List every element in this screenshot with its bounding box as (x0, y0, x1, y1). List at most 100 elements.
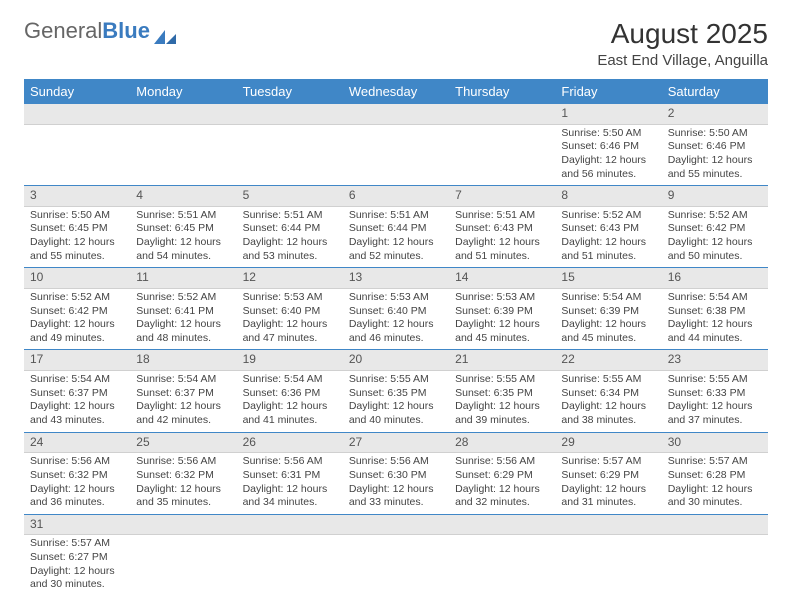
day-content: Sunrise: 5:52 AMSunset: 6:43 PMDaylight:… (555, 207, 661, 268)
day-content: Sunrise: 5:57 AMSunset: 6:27 PMDaylight:… (24, 535, 130, 596)
day-number: 5 (237, 186, 343, 207)
sunrise-text: Sunrise: 5:57 AM (668, 455, 762, 469)
sunrise-text: Sunrise: 5:55 AM (455, 373, 549, 387)
sunset-text: Sunset: 6:28 PM (668, 469, 762, 483)
day-content: Sunrise: 5:55 AMSunset: 6:33 PMDaylight:… (662, 371, 768, 432)
sunrise-text: Sunrise: 5:50 AM (30, 209, 124, 223)
calendar-cell: 21Sunrise: 5:55 AMSunset: 6:35 PMDayligh… (449, 350, 555, 432)
sunrise-text: Sunrise: 5:57 AM (30, 537, 124, 551)
sunrise-text: Sunrise: 5:50 AM (668, 127, 762, 141)
calendar-cell: 10Sunrise: 5:52 AMSunset: 6:42 PMDayligh… (24, 268, 130, 350)
daylight-text: Daylight: 12 hours and 40 minutes. (349, 400, 443, 427)
sunset-text: Sunset: 6:36 PM (243, 387, 337, 401)
sunrise-text: Sunrise: 5:56 AM (243, 455, 337, 469)
day-content: Sunrise: 5:51 AMSunset: 6:44 PMDaylight:… (343, 207, 449, 268)
sunset-text: Sunset: 6:32 PM (30, 469, 124, 483)
sail-icon (154, 24, 176, 38)
calendar-cell: 28Sunrise: 5:56 AMSunset: 6:29 PMDayligh… (449, 432, 555, 514)
calendar-week-row: 17Sunrise: 5:54 AMSunset: 6:37 PMDayligh… (24, 350, 768, 432)
daylight-text: Daylight: 12 hours and 45 minutes. (455, 318, 549, 345)
daylight-text: Daylight: 12 hours and 56 minutes. (561, 154, 655, 181)
sunrise-text: Sunrise: 5:55 AM (561, 373, 655, 387)
day-content: Sunrise: 5:51 AMSunset: 6:43 PMDaylight:… (449, 207, 555, 268)
sunrise-text: Sunrise: 5:53 AM (455, 291, 549, 305)
sunrise-text: Sunrise: 5:53 AM (349, 291, 443, 305)
day-number (237, 515, 343, 536)
day-content: Sunrise: 5:51 AMSunset: 6:44 PMDaylight:… (237, 207, 343, 268)
daylight-text: Daylight: 12 hours and 55 minutes. (668, 154, 762, 181)
daylight-text: Daylight: 12 hours and 42 minutes. (136, 400, 230, 427)
day-content: Sunrise: 5:54 AMSunset: 6:38 PMDaylight:… (662, 289, 768, 350)
logo: GeneralBlue (24, 18, 176, 44)
day-number (662, 515, 768, 536)
sunrise-text: Sunrise: 5:54 AM (668, 291, 762, 305)
day-number: 8 (555, 186, 661, 207)
day-number (449, 104, 555, 125)
calendar-cell: 2Sunrise: 5:50 AMSunset: 6:46 PMDaylight… (662, 104, 768, 186)
sunset-text: Sunset: 6:34 PM (561, 387, 655, 401)
sunrise-text: Sunrise: 5:51 AM (455, 209, 549, 223)
day-number: 10 (24, 268, 130, 289)
daylight-text: Daylight: 12 hours and 41 minutes. (243, 400, 337, 427)
day-number: 31 (24, 515, 130, 536)
sunset-text: Sunset: 6:41 PM (136, 305, 230, 319)
day-header: Wednesday (343, 79, 449, 104)
day-number (130, 104, 236, 125)
day-number: 30 (662, 433, 768, 454)
sunrise-text: Sunrise: 5:52 AM (30, 291, 124, 305)
daylight-text: Daylight: 12 hours and 50 minutes. (668, 236, 762, 263)
day-number: 19 (237, 350, 343, 371)
calendar-week-row: 24Sunrise: 5:56 AMSunset: 6:32 PMDayligh… (24, 432, 768, 514)
daylight-text: Daylight: 12 hours and 32 minutes. (455, 483, 549, 510)
sunset-text: Sunset: 6:33 PM (668, 387, 762, 401)
daylight-text: Daylight: 12 hours and 37 minutes. (668, 400, 762, 427)
title-block: August 2025 East End Village, Anguilla (597, 18, 768, 69)
day-number: 25 (130, 433, 236, 454)
calendar-cell (130, 104, 236, 186)
day-number: 15 (555, 268, 661, 289)
calendar-table: Sunday Monday Tuesday Wednesday Thursday… (24, 79, 768, 596)
sunrise-text: Sunrise: 5:55 AM (349, 373, 443, 387)
day-number: 22 (555, 350, 661, 371)
sunset-text: Sunset: 6:38 PM (668, 305, 762, 319)
daylight-text: Daylight: 12 hours and 47 minutes. (243, 318, 337, 345)
day-content: Sunrise: 5:56 AMSunset: 6:32 PMDaylight:… (24, 453, 130, 514)
day-header: Monday (130, 79, 236, 104)
daylight-text: Daylight: 12 hours and 53 minutes. (243, 236, 337, 263)
calendar-cell: 1Sunrise: 5:50 AMSunset: 6:46 PMDaylight… (555, 104, 661, 186)
day-number: 20 (343, 350, 449, 371)
daylight-text: Daylight: 12 hours and 43 minutes. (30, 400, 124, 427)
sunset-text: Sunset: 6:45 PM (30, 222, 124, 236)
day-header: Saturday (662, 79, 768, 104)
calendar-cell: 9Sunrise: 5:52 AMSunset: 6:42 PMDaylight… (662, 186, 768, 268)
sunrise-text: Sunrise: 5:57 AM (561, 455, 655, 469)
calendar-cell (237, 514, 343, 596)
sunrise-text: Sunrise: 5:56 AM (30, 455, 124, 469)
day-number (343, 104, 449, 125)
sunset-text: Sunset: 6:46 PM (561, 140, 655, 154)
day-number: 9 (662, 186, 768, 207)
sunrise-text: Sunrise: 5:55 AM (668, 373, 762, 387)
sunset-text: Sunset: 6:45 PM (136, 222, 230, 236)
daylight-text: Daylight: 12 hours and 54 minutes. (136, 236, 230, 263)
daylight-text: Daylight: 12 hours and 55 minutes. (30, 236, 124, 263)
calendar-cell: 13Sunrise: 5:53 AMSunset: 6:40 PMDayligh… (343, 268, 449, 350)
day-content: Sunrise: 5:56 AMSunset: 6:32 PMDaylight:… (130, 453, 236, 514)
daylight-text: Daylight: 12 hours and 49 minutes. (30, 318, 124, 345)
sunrise-text: Sunrise: 5:56 AM (349, 455, 443, 469)
sunset-text: Sunset: 6:44 PM (349, 222, 443, 236)
day-content: Sunrise: 5:52 AMSunset: 6:41 PMDaylight:… (130, 289, 236, 350)
sunset-text: Sunset: 6:37 PM (136, 387, 230, 401)
calendar-cell (24, 104, 130, 186)
day-number: 2 (662, 104, 768, 125)
day-number: 6 (343, 186, 449, 207)
day-content: Sunrise: 5:54 AMSunset: 6:36 PMDaylight:… (237, 371, 343, 432)
sunrise-text: Sunrise: 5:54 AM (561, 291, 655, 305)
day-number (555, 515, 661, 536)
calendar-cell: 14Sunrise: 5:53 AMSunset: 6:39 PMDayligh… (449, 268, 555, 350)
calendar-cell: 26Sunrise: 5:56 AMSunset: 6:31 PMDayligh… (237, 432, 343, 514)
sunrise-text: Sunrise: 5:52 AM (561, 209, 655, 223)
calendar-cell: 18Sunrise: 5:54 AMSunset: 6:37 PMDayligh… (130, 350, 236, 432)
day-header: Thursday (449, 79, 555, 104)
calendar-cell: 3Sunrise: 5:50 AMSunset: 6:45 PMDaylight… (24, 186, 130, 268)
